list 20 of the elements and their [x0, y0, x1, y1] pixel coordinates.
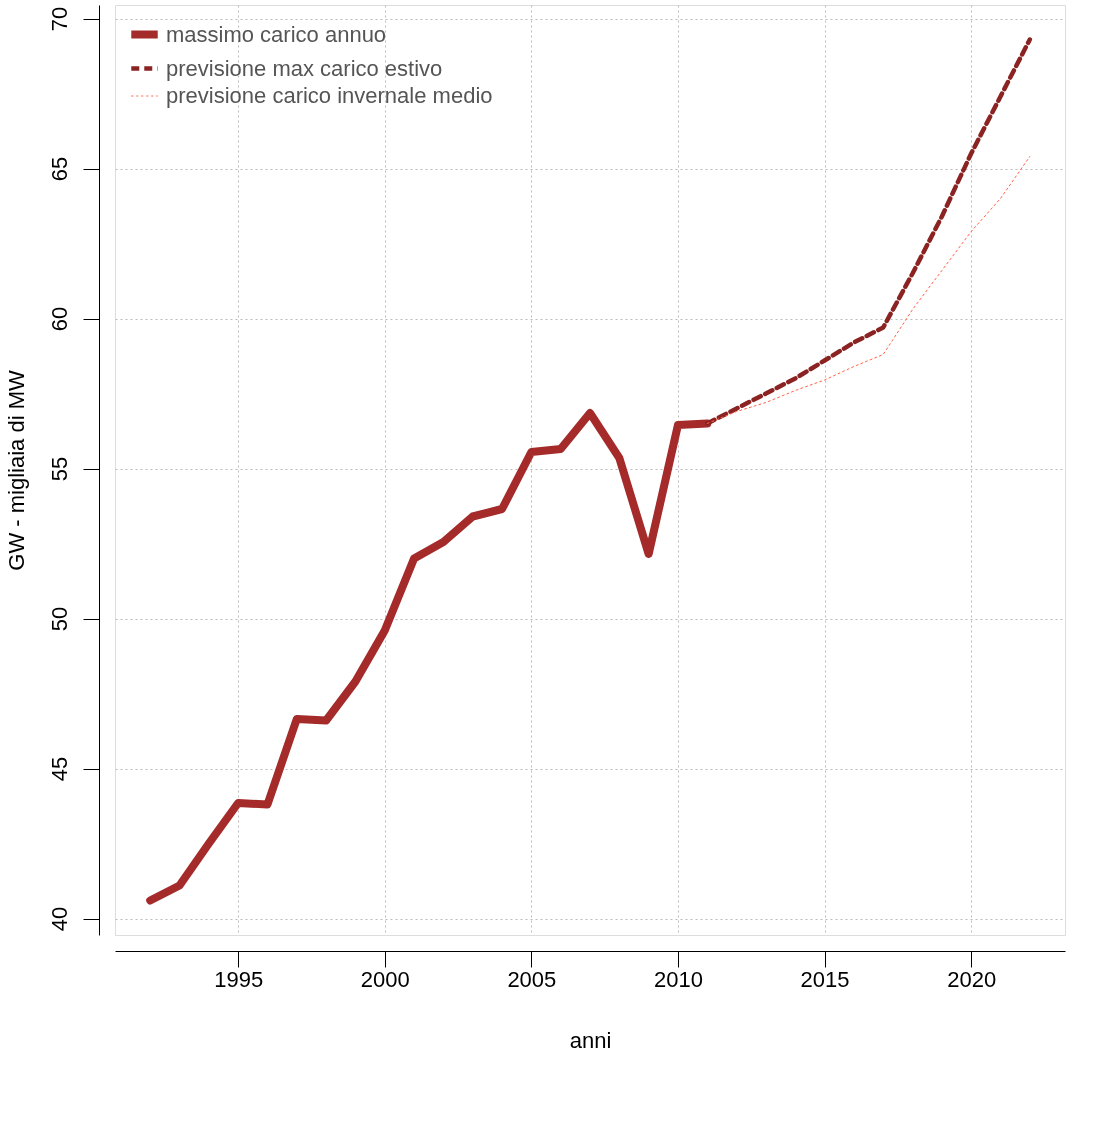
x-tick-label: 2000 — [360, 966, 410, 992]
x-tick-label: 1995 — [214, 966, 264, 992]
line-series — [706, 156, 1031, 424]
line-series — [705, 37, 1033, 426]
y-tick-label: 40 — [46, 906, 72, 932]
y-tick-label: 70 — [46, 6, 72, 32]
y-tick-label: 55 — [46, 456, 72, 482]
x-tick-label: 2020 — [947, 966, 997, 992]
y-tick-label: 50 — [46, 606, 72, 632]
legend-label: massimo carico annuo — [166, 21, 387, 47]
y-tick-label: 60 — [46, 306, 72, 332]
y-axis-title: GW - migliaia di MW — [3, 370, 29, 571]
x-tick-label: 2010 — [653, 966, 703, 992]
x-tick-label: 2015 — [800, 966, 850, 992]
legend-label: previsione max carico estivo — [166, 55, 443, 81]
legend-label: previsione carico invernale medio — [166, 83, 493, 108]
y-tick-label: 45 — [46, 756, 72, 782]
x-axis-title: anni — [569, 1027, 612, 1053]
x-tick-label: 2005 — [507, 966, 557, 992]
y-tick-label: 65 — [46, 156, 72, 182]
